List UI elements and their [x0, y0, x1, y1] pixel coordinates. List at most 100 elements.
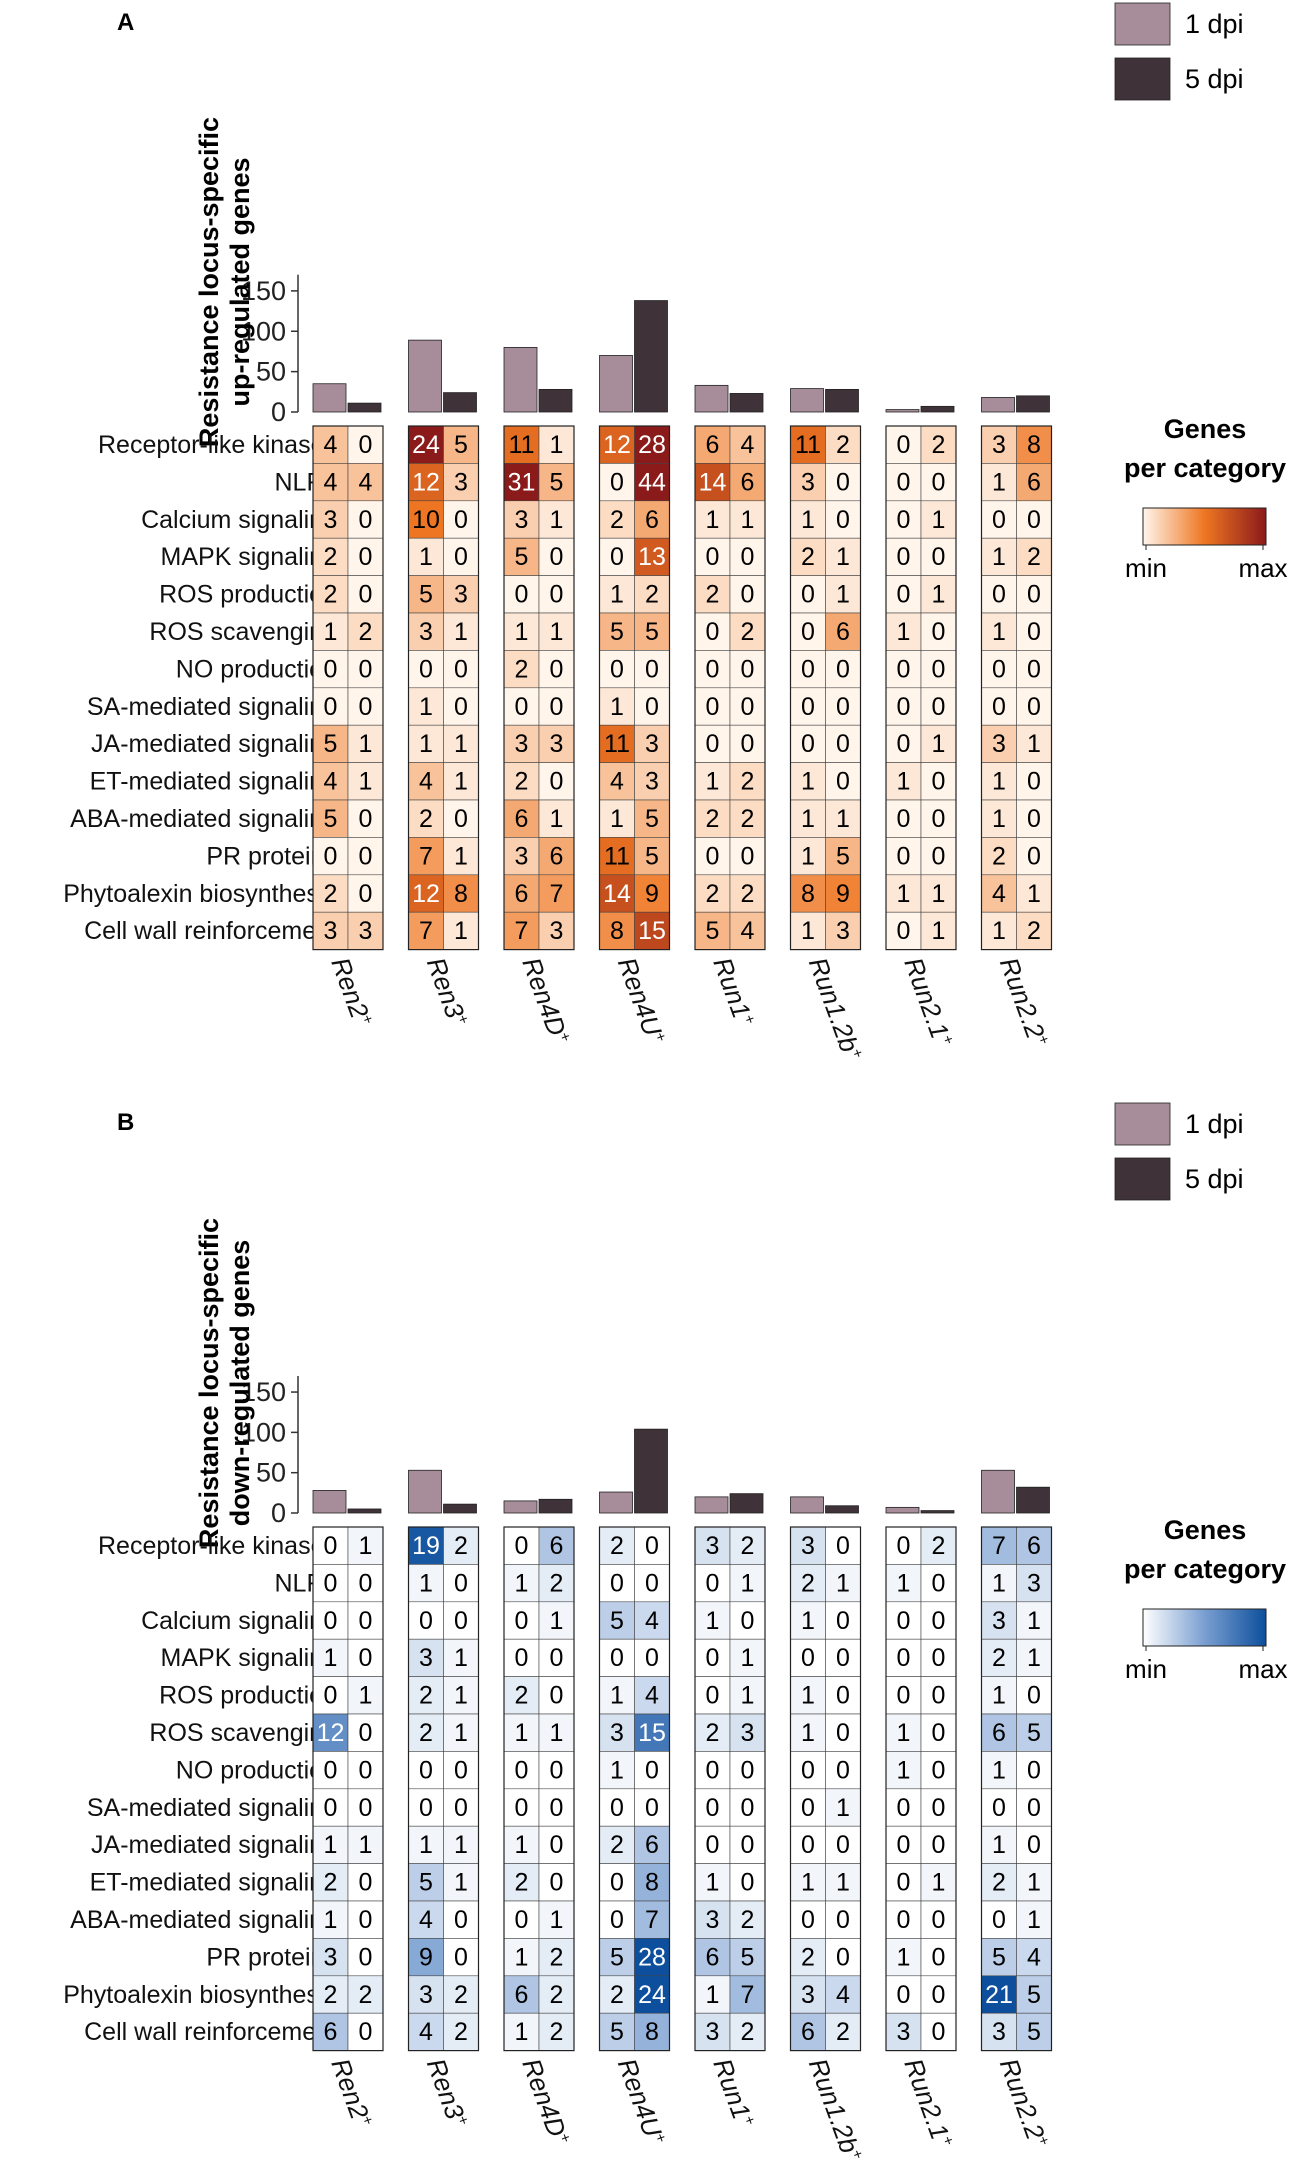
heat-cell-value: 0: [645, 1532, 659, 1560]
heat-cell-value: 4: [741, 917, 755, 945]
heat-cell-value: 1: [515, 1719, 529, 1747]
bar-5dpi-Run2.1: [920, 1510, 955, 1514]
category-label: Receptor-like kinases: [98, 431, 337, 459]
heat-cell-value: 4: [419, 1906, 433, 1934]
y-tick-label: 150: [241, 276, 286, 306]
heat-cell-value: 5: [645, 842, 659, 870]
category-label: ROS scavenging: [149, 1719, 337, 1747]
heat-cell-value: 1: [454, 1719, 468, 1747]
heat-group-border: [407, 1526, 480, 2052]
heat-cell-value: 3: [359, 917, 373, 945]
heat-cell-value: 0: [741, 543, 755, 571]
heat-cell-value: 0: [741, 1607, 755, 1635]
category-label: Cell wall reinforcement: [84, 917, 337, 945]
heat-cell: [1016, 1713, 1052, 1752]
heat-cell-value: 3: [324, 917, 338, 945]
heat-cell-value: 0: [1027, 693, 1041, 721]
heat-cell: [347, 425, 384, 464]
x-tick-label: Run1.2b+: [803, 2054, 868, 2165]
heat-cell-value: 0: [706, 730, 720, 758]
bar-1dpi-Run2.1: [885, 409, 920, 413]
y-axis-label-line1: Resistance locus-specific: [194, 1218, 224, 1548]
heat-cell-value: 2: [741, 2018, 755, 2046]
heat-cell-value: 4: [419, 2018, 433, 2046]
heat-cell: [694, 463, 731, 502]
category-label: SA-mediated signaling: [87, 693, 337, 721]
heat-cell: [920, 1825, 957, 1864]
heat-cell: [634, 650, 670, 689]
heat-cell-value: 0: [454, 1756, 468, 1784]
heat-cell-value: 0: [897, 842, 911, 870]
heat-cell: [634, 1900, 670, 1939]
heat-cell: [825, 724, 861, 763]
heat-cell: [729, 1676, 766, 1715]
heat-cell: [729, 1975, 766, 2014]
heat-cell: [694, 799, 731, 838]
bar-1dpi-Ren4U: [599, 1491, 633, 1514]
locus-name: Run2.2: [994, 953, 1051, 1043]
heat-cell-value: 0: [992, 693, 1006, 721]
heat-cell: [1016, 537, 1052, 576]
category-label: ET-mediated signaling: [90, 1869, 337, 1897]
locus-name: Ren2: [325, 2054, 375, 2123]
y-axis-label: Resistance locus-specific down-regulated …: [194, 1218, 255, 1548]
heat-cell-value: 0: [741, 842, 755, 870]
legend-swatch-5dpi: [1114, 1157, 1171, 1201]
heat-cell: [694, 1938, 731, 1977]
bar-1dpi-Run2.2: [981, 397, 1015, 413]
bar-1dpi-Ren2: [312, 383, 347, 413]
heat-cell-value: 4: [1027, 1943, 1041, 1971]
heat-cell-value: 31: [508, 468, 536, 496]
heat-cell-value: 0: [801, 1756, 815, 1784]
heat-cell: [981, 612, 1017, 651]
heat-cell: [443, 1713, 479, 1752]
heat-cell-value: 0: [741, 655, 755, 683]
heat-cell-value: 0: [1027, 1756, 1041, 1784]
heat-legend-gradient: [1142, 507, 1267, 546]
heat-cell-value: 11: [604, 730, 630, 758]
heat-cell-value: 7: [992, 1532, 1006, 1560]
heat-group-border: [598, 1526, 671, 2052]
heat-cell: [443, 1751, 479, 1790]
heat-cell-value: 2: [610, 1532, 624, 1560]
heat-cell-value: 2: [645, 581, 659, 609]
heat-cell: [694, 1676, 731, 1715]
heat-cell-value: 0: [836, 1532, 850, 1560]
heat-legend-min-label: min: [1125, 1654, 1167, 1684]
heat-cell: [825, 687, 861, 726]
heat-cell-value: 0: [897, 917, 911, 945]
heat-cell-value: 28: [638, 1943, 666, 1971]
y-tick-label: 150: [241, 1377, 286, 1407]
heat-cell-value: 1: [836, 1569, 850, 1597]
heat-cell: [347, 1900, 384, 1939]
heat-cell: [443, 687, 479, 726]
heat-cell-value: 3: [645, 730, 659, 758]
heat-cell-value: 3: [706, 1906, 720, 1934]
heat-cell: [825, 1900, 861, 1939]
x-tick-label: Ren4U+: [612, 953, 671, 1048]
heat-cell-value: 1: [992, 1831, 1006, 1859]
heat-cell-value: 0: [1027, 1831, 1041, 1859]
heat-cell: [634, 2012, 670, 2051]
heat-legend-title-line1: Genes: [1164, 414, 1247, 444]
bar-1dpi-Ren2: [312, 1490, 347, 1514]
heat-cell-value: 0: [359, 431, 373, 459]
heat-cell-value: 0: [359, 1794, 373, 1822]
heat-cell: [885, 500, 922, 539]
heat-cell-value: 9: [836, 880, 850, 908]
heat-cell: [634, 463, 670, 502]
heat-cell-value: 2: [550, 1943, 564, 1971]
heat-cell-value: 6: [836, 618, 850, 646]
heat-cell-value: 4: [419, 768, 433, 796]
heat-cell-value: 0: [932, 693, 946, 721]
heat-cell-value: 0: [897, 581, 911, 609]
heat-cell: [408, 1788, 444, 1827]
heat-cell: [443, 612, 479, 651]
locus-name: Run1.2b: [803, 953, 865, 1056]
heat-cell: [790, 1713, 826, 1752]
heat-cell: [790, 2012, 826, 2051]
heat-cell-value: 3: [515, 730, 529, 758]
heat-cell: [920, 1676, 957, 1715]
heat-cell-value: 0: [897, 431, 911, 459]
heat-group-border: [789, 1526, 862, 2052]
